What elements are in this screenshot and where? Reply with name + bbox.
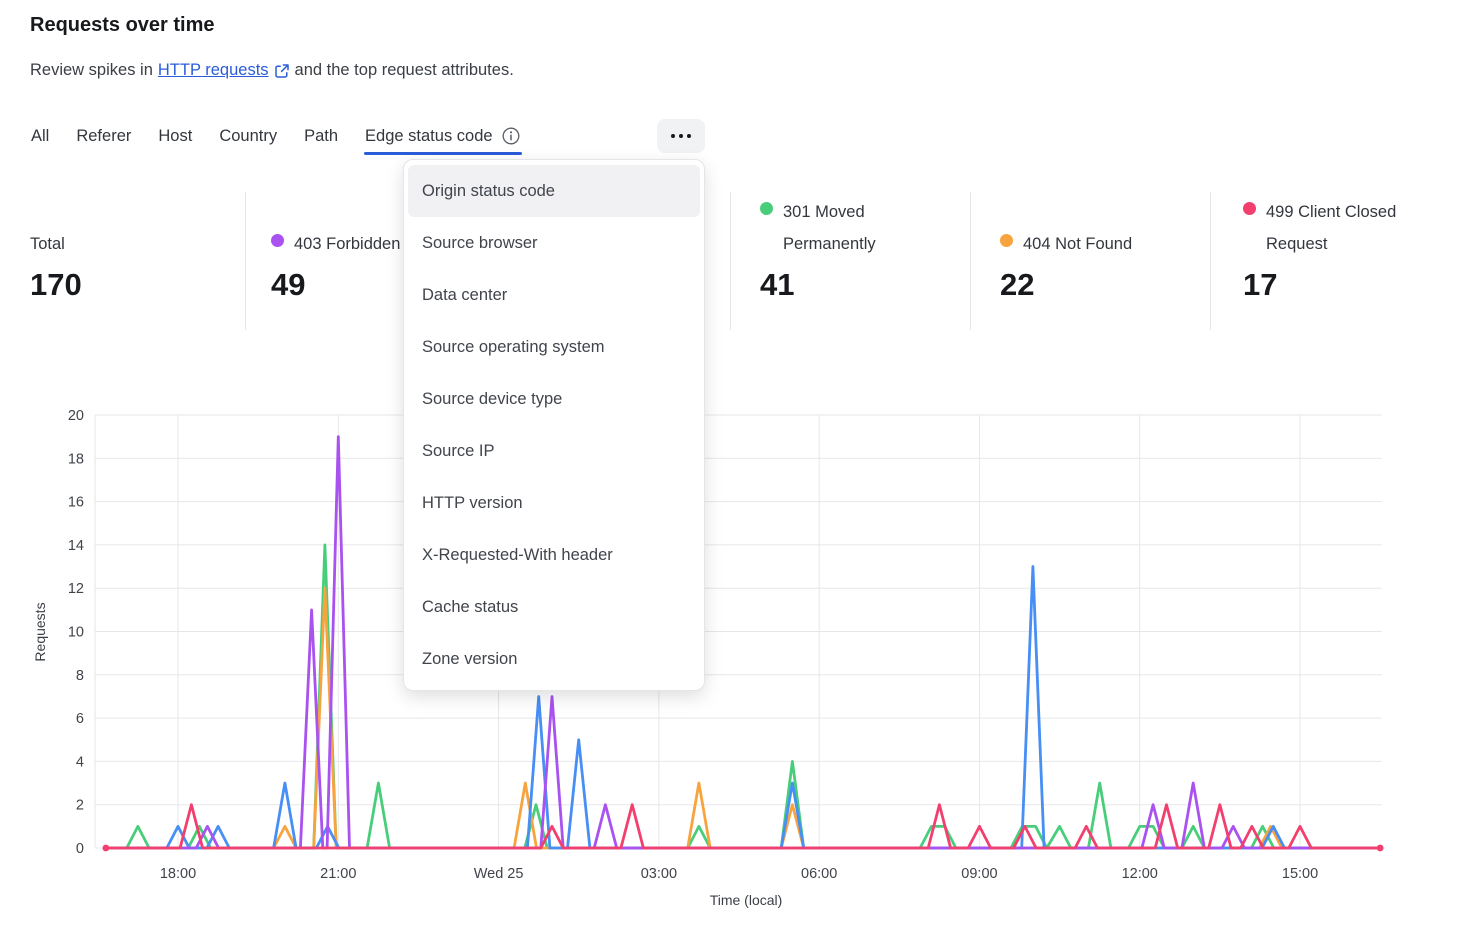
tab-label: Path xyxy=(304,126,339,145)
y-axis-title: Requests xyxy=(32,602,48,661)
menu-item-source-ip[interactable]: Source IP xyxy=(422,441,495,460)
more-tabs-button[interactable] xyxy=(657,119,705,153)
stat-value: 41 xyxy=(760,267,795,302)
series-end-dot xyxy=(1376,844,1384,852)
series-line-blue-series-label-hidden-by-menu xyxy=(104,565,1382,850)
tab-label: All xyxy=(31,126,50,145)
menu-item-source-operating-system[interactable]: Source operating system xyxy=(422,337,605,356)
y-tick-label: 6 xyxy=(76,711,84,727)
x-tick-label: 15:00 xyxy=(1282,866,1318,882)
y-tick-label: 18 xyxy=(68,451,84,467)
stat-label: Total xyxy=(30,235,65,253)
y-tick-label: 12 xyxy=(68,581,84,597)
y-tick-label: 2 xyxy=(76,798,84,814)
legend-dot xyxy=(1243,202,1256,215)
http-requests-link[interactable]: HTTP requests xyxy=(158,61,290,80)
stat-value: 22 xyxy=(1000,267,1035,302)
stat-total: Total 170 xyxy=(30,188,210,302)
legend-dot xyxy=(271,234,284,247)
x-tick-label: 21:00 xyxy=(320,866,356,882)
series-line-403-forbidden xyxy=(104,435,1382,850)
stat-value: 17 xyxy=(1243,267,1278,302)
stat-label: 403 Forbidden xyxy=(294,235,401,253)
y-tick-label: 4 xyxy=(76,754,84,770)
stat-label: 404 Not Found xyxy=(1023,235,1133,253)
tab-edge-status-code[interactable]: Edge status code xyxy=(364,117,522,155)
tab-label: Edge status code xyxy=(365,126,493,145)
subtitle: Review spikes in HTTP requests and the t… xyxy=(30,61,514,80)
menu-item-zone-version[interactable]: Zone version xyxy=(422,649,518,668)
info-icon[interactable] xyxy=(501,126,521,146)
stat-label: 499 Client Closed Request xyxy=(1266,203,1397,253)
external-link-icon xyxy=(274,63,289,78)
tab-referer[interactable]: Referer xyxy=(75,117,132,155)
tab-all[interactable]: All xyxy=(30,117,50,155)
tab-label: Country xyxy=(219,126,278,145)
stat-404-not-found: 404 Not Found 22 xyxy=(1000,188,1198,302)
x-tick-label: 12:00 xyxy=(1122,866,1158,882)
tab-path[interactable]: Path xyxy=(303,117,339,155)
page-title: Requests over time xyxy=(30,14,215,36)
y-tick-label: 8 xyxy=(76,668,84,684)
subtitle-prefix: Review spikes in xyxy=(30,61,153,79)
menu-item-data-center[interactable]: Data center xyxy=(422,285,508,304)
x-tick-label: 03:00 xyxy=(641,866,677,882)
x-axis-title: Time (local) xyxy=(710,892,783,908)
attribute-tabs: All Referer Host Country Path Edge status cod… xyxy=(30,117,522,155)
tab-country[interactable]: Country xyxy=(218,117,278,155)
stat-divider xyxy=(245,192,246,330)
stat-label: 301 Moved Permanently xyxy=(783,203,876,253)
attribute-dropdown-menu: Origin status code Source browser Data cen… xyxy=(403,159,705,691)
subtitle-suffix: and the top request attributes. xyxy=(294,61,514,79)
tab-host[interactable]: Host xyxy=(157,117,193,155)
x-tick-label: Wed 25 xyxy=(474,866,524,882)
stat-divider xyxy=(730,192,731,330)
stat-divider xyxy=(1210,192,1211,330)
menu-item-origin-status-code[interactable]: Origin status code xyxy=(408,165,700,217)
stat-403-forbidden: 403 Forbidden 49 xyxy=(271,188,464,302)
stat-499-client-closed-request: 499 Client Closed Request 17 xyxy=(1243,188,1398,302)
menu-item-cache-status[interactable]: Cache status xyxy=(422,597,519,616)
stat-value: 170 xyxy=(30,267,82,302)
stat-301-moved-permanently: 301 Moved Permanently 41 xyxy=(760,188,948,302)
series-line-499-client-closed-request xyxy=(104,803,1382,850)
x-tick-label: 09:00 xyxy=(961,866,997,882)
tab-label: Referer xyxy=(76,126,132,145)
legend-dot xyxy=(760,202,773,215)
menu-item-http-version[interactable]: HTTP version xyxy=(422,493,523,512)
http-requests-link-label: HTTP requests xyxy=(157,61,269,79)
y-tick-label: 20 xyxy=(68,408,84,424)
x-tick-label: 06:00 xyxy=(801,866,837,882)
series-start-dot xyxy=(102,844,110,852)
y-tick-label: 0 xyxy=(76,841,84,857)
stat-divider xyxy=(970,192,971,330)
menu-item-x-requested-with-header[interactable]: X-Requested-With header xyxy=(422,545,613,564)
tab-label: Host xyxy=(158,126,193,145)
y-tick-label: 10 xyxy=(68,625,84,641)
y-tick-label: 14 xyxy=(68,538,84,554)
y-tick-label: 16 xyxy=(68,495,84,511)
more-icon xyxy=(671,134,675,138)
legend-dot xyxy=(1000,234,1013,247)
menu-item-source-device-type[interactable]: Source device type xyxy=(422,389,563,408)
x-tick-label: 18:00 xyxy=(160,866,196,882)
stat-value: 49 xyxy=(271,267,306,302)
menu-item-source-browser[interactable]: Source browser xyxy=(422,233,538,252)
